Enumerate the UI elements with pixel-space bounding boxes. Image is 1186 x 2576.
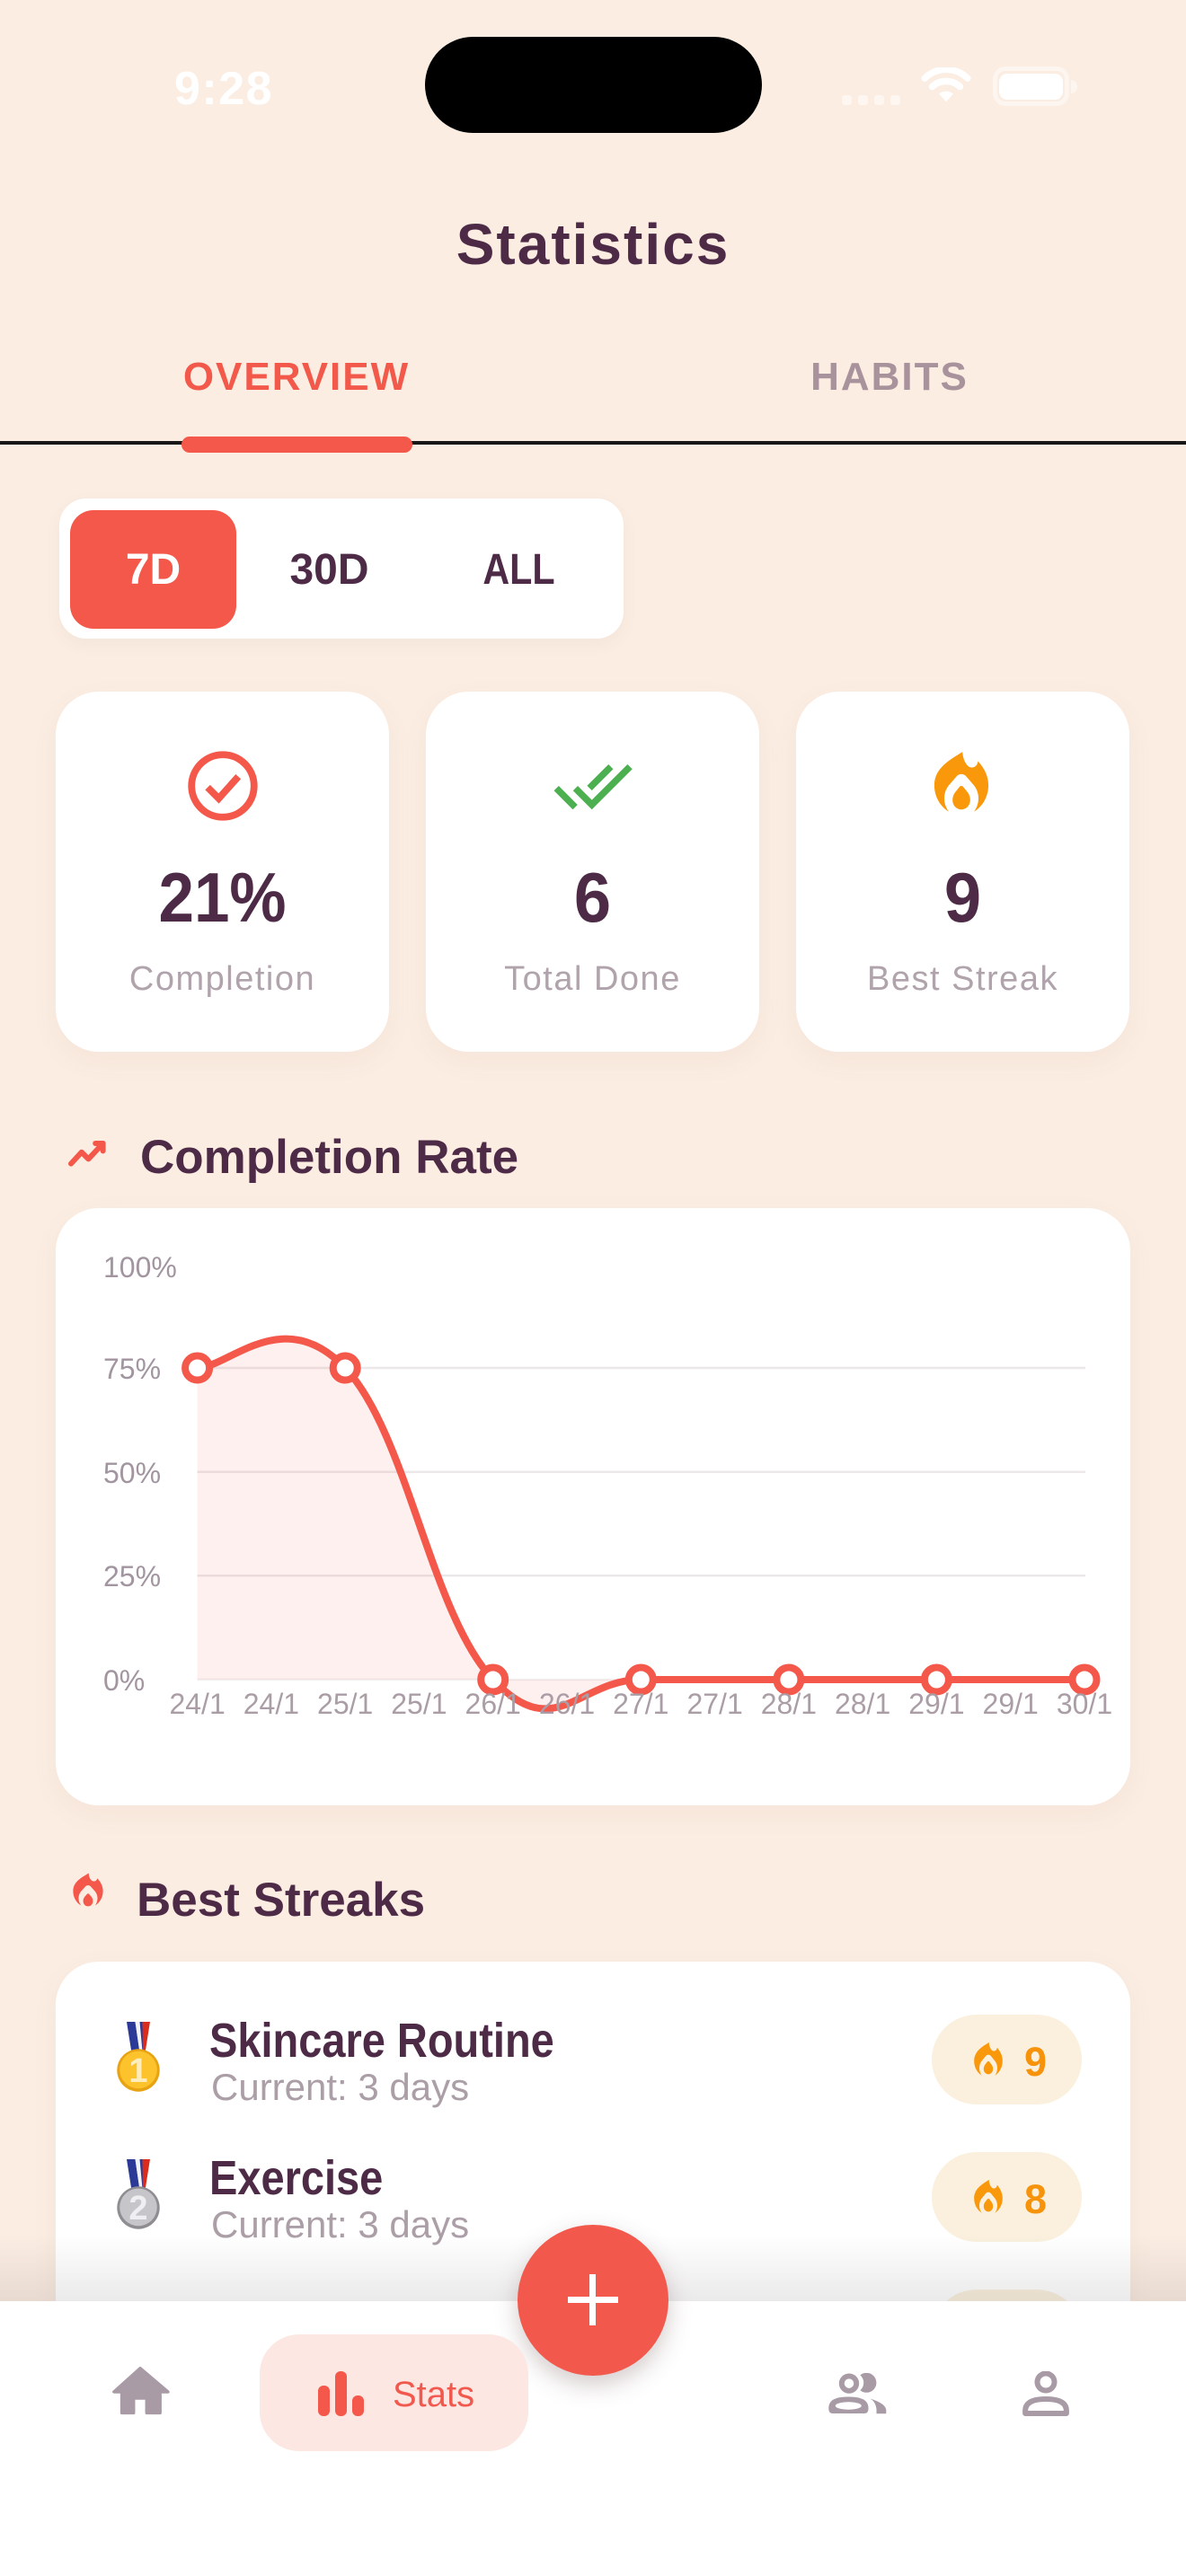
svg-text:24/1: 24/1 (169, 1688, 225, 1720)
svg-text:28/1: 28/1 (761, 1688, 817, 1720)
svg-text:2: 2 (128, 2190, 147, 2228)
svg-text:27/1: 27/1 (613, 1688, 668, 1720)
svg-text:26/1: 26/1 (539, 1688, 595, 1720)
svg-text:50%: 50% (103, 1457, 161, 1489)
svg-text:26/1: 26/1 (465, 1688, 521, 1720)
svg-text:30/1: 30/1 (1057, 1688, 1112, 1720)
svg-text:100%: 100% (103, 1251, 177, 1284)
svg-text:0%: 0% (103, 1664, 145, 1697)
svg-text:75%: 75% (103, 1353, 161, 1385)
svg-text:28/1: 28/1 (835, 1688, 890, 1720)
svg-text:27/1: 27/1 (686, 1688, 742, 1720)
svg-text:29/1: 29/1 (983, 1688, 1039, 1720)
svg-text:25/1: 25/1 (317, 1688, 373, 1720)
svg-text:25/1: 25/1 (391, 1688, 447, 1720)
svg-text:24/1: 24/1 (243, 1688, 299, 1720)
svg-text:1: 1 (128, 2052, 147, 2090)
svg-text:29/1: 29/1 (908, 1688, 964, 1720)
svg-text:25%: 25% (103, 1560, 161, 1592)
